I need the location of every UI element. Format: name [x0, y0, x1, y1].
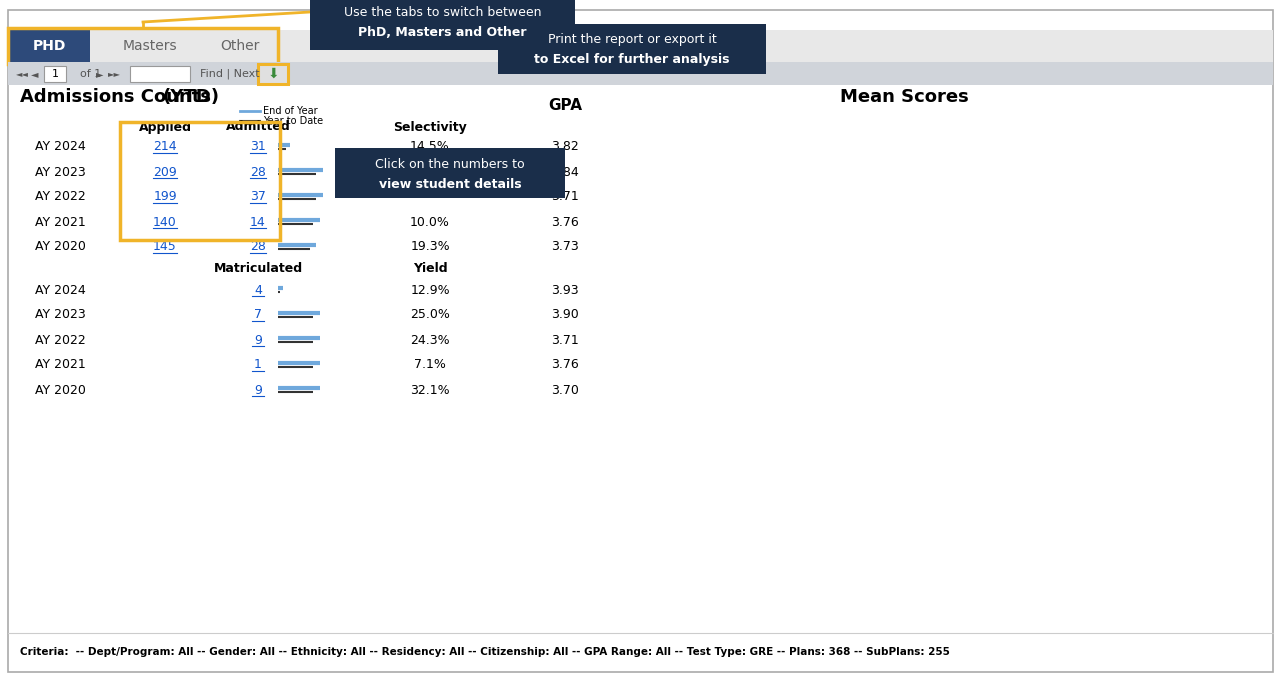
Text: 3.70: 3.70: [551, 384, 579, 396]
Text: AY 2022: AY 2022: [35, 190, 86, 203]
Text: 4: 4: [254, 284, 262, 296]
Text: 7: 7: [254, 309, 262, 322]
Text: 3.90: 3.90: [551, 309, 579, 322]
Text: 28: 28: [250, 241, 265, 254]
Text: Print the report or export it: Print the report or export it: [547, 33, 717, 46]
Bar: [8, 30, 90, 62]
Text: 14.5%: 14.5%: [410, 141, 450, 154]
Text: 3.71: 3.71: [551, 333, 579, 347]
Text: 214: 214: [153, 141, 177, 154]
Text: ⬇: ⬇: [267, 67, 278, 81]
Text: 14: 14: [250, 216, 265, 228]
Text: 199: 199: [153, 190, 177, 203]
Text: AY 2023: AY 2023: [35, 165, 86, 178]
Text: Masters: Masters: [123, 39, 177, 53]
Text: PhD, Masters and Other: PhD, Masters and Other: [358, 25, 527, 39]
Text: 32.1%: 32.1%: [410, 384, 450, 396]
FancyBboxPatch shape: [8, 10, 1273, 672]
Text: 3.71: 3.71: [551, 190, 579, 203]
Text: Find | Next: Find | Next: [200, 69, 260, 80]
Text: Applied: Applied: [138, 120, 191, 133]
Bar: [8, 30, 1273, 62]
Text: Admissions Counts: Admissions Counts: [21, 88, 217, 106]
Text: 3.76: 3.76: [551, 358, 579, 371]
Text: Mean Scores: Mean Scores: [840, 88, 969, 106]
Text: 3.93: 3.93: [551, 284, 578, 296]
Text: 25.0%: 25.0%: [410, 309, 450, 322]
Text: of 1: of 1: [79, 69, 101, 79]
Text: Admitted: Admitted: [226, 120, 291, 133]
Text: 1: 1: [254, 358, 262, 371]
Text: AY 2023: AY 2023: [35, 309, 86, 322]
Text: 140: 140: [153, 216, 177, 228]
Text: 1: 1: [51, 69, 59, 79]
FancyBboxPatch shape: [258, 64, 288, 84]
Text: AY 2022: AY 2022: [35, 333, 86, 347]
Text: 19.3%: 19.3%: [410, 241, 450, 254]
Text: PHD: PHD: [32, 39, 65, 53]
Text: 31: 31: [250, 141, 265, 154]
Text: Selectivity: Selectivity: [394, 120, 467, 133]
Text: 209: 209: [153, 165, 177, 178]
Text: Matriculated: Matriculated: [213, 262, 303, 275]
Text: AY 2021: AY 2021: [35, 358, 86, 371]
Text: Year to Date: Year to Date: [263, 116, 323, 126]
Text: 3.76: 3.76: [551, 216, 579, 228]
FancyBboxPatch shape: [497, 24, 767, 74]
Bar: [129, 66, 190, 82]
Text: Criteria:  -- Dept/Program: All -- Gender: All -- Ethnicity: All -- Residency: A: Criteria: -- Dept/Program: All -- Gender…: [21, 647, 950, 657]
Text: AY 2020: AY 2020: [35, 241, 86, 254]
Text: AY 2020: AY 2020: [35, 384, 86, 396]
Text: Yield: Yield: [413, 262, 447, 275]
Text: (YTD): (YTD): [163, 88, 221, 106]
Text: view student details: view student details: [378, 177, 522, 190]
Bar: [44, 66, 65, 82]
Text: ►►: ►►: [108, 69, 121, 78]
Text: 7.1%: 7.1%: [414, 358, 446, 371]
Text: 12.9%: 12.9%: [410, 284, 450, 296]
FancyBboxPatch shape: [335, 148, 565, 198]
Text: GPA: GPA: [547, 97, 582, 112]
Text: 3.82: 3.82: [551, 141, 579, 154]
Text: 3.84: 3.84: [551, 165, 579, 178]
Text: End of Year: End of Year: [263, 106, 318, 116]
Text: 28: 28: [250, 165, 265, 178]
Text: 9: 9: [254, 384, 262, 396]
Text: ◄◄: ◄◄: [15, 69, 28, 78]
Text: 10.0%: 10.0%: [410, 216, 450, 228]
Text: AY 2021: AY 2021: [35, 216, 86, 228]
Text: 145: 145: [153, 241, 177, 254]
Text: ►: ►: [96, 69, 104, 79]
FancyBboxPatch shape: [310, 0, 576, 50]
Text: Other: Other: [221, 39, 260, 53]
Text: 3.73: 3.73: [551, 241, 579, 254]
Text: AY 2024: AY 2024: [35, 141, 86, 154]
Text: 24.3%: 24.3%: [410, 333, 450, 347]
Text: ◄: ◄: [31, 69, 38, 79]
Text: AY 2024: AY 2024: [35, 284, 86, 296]
Bar: [8, 62, 1273, 85]
Text: 37: 37: [250, 190, 265, 203]
Text: to Excel for further analysis: to Excel for further analysis: [535, 54, 729, 67]
Text: Use the tabs to switch between: Use the tabs to switch between: [344, 5, 541, 18]
Text: 9: 9: [254, 333, 262, 347]
Text: Click on the numbers to: Click on the numbers to: [376, 158, 524, 171]
